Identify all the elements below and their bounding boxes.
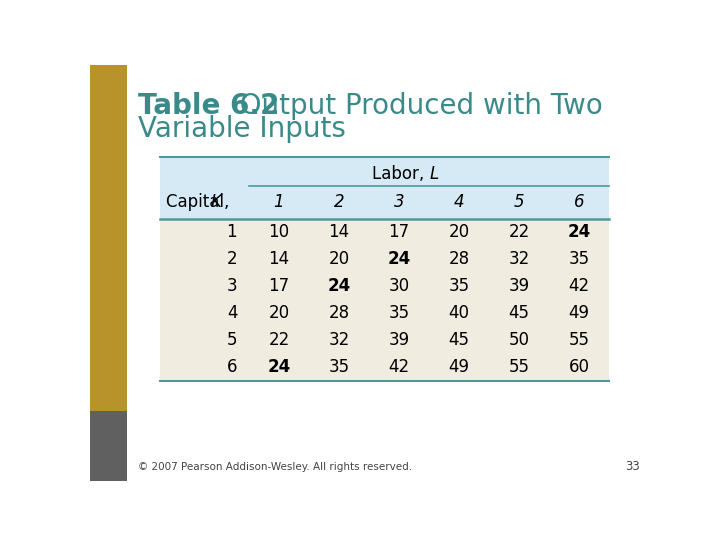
Text: 35: 35 [389, 304, 410, 322]
Text: 17: 17 [389, 223, 410, 241]
Text: 14: 14 [269, 250, 289, 268]
Text: 3: 3 [394, 193, 405, 211]
Text: Capital,: Capital, [166, 193, 235, 211]
Text: 24: 24 [387, 250, 410, 268]
Text: 30: 30 [389, 277, 410, 295]
Text: 55: 55 [508, 358, 530, 376]
Text: Variable Inputs: Variable Inputs [138, 115, 346, 143]
Text: 45: 45 [508, 304, 530, 322]
Text: 2: 2 [333, 193, 344, 211]
Text: L: L [429, 165, 438, 183]
Text: Labor,: Labor, [372, 165, 429, 183]
Text: 35: 35 [328, 358, 349, 376]
Text: 42: 42 [389, 358, 410, 376]
Text: 1: 1 [227, 223, 238, 241]
Text: 6: 6 [227, 358, 238, 376]
Bar [160, 219, 609, 381]
Text: 33: 33 [626, 460, 640, 473]
Text: 24: 24 [267, 358, 291, 376]
Text: 22: 22 [508, 223, 530, 241]
Bar [90, 411, 127, 481]
Text: Table 6.2: Table 6.2 [138, 92, 279, 120]
Text: 6: 6 [574, 193, 585, 211]
Text: 42: 42 [569, 277, 590, 295]
Text: 17: 17 [269, 277, 289, 295]
Text: 60: 60 [569, 358, 590, 376]
Text: 40: 40 [449, 304, 469, 322]
Text: 28: 28 [328, 304, 349, 322]
Bar [160, 157, 609, 219]
Text: 1: 1 [274, 193, 284, 211]
Text: 55: 55 [569, 331, 590, 349]
Text: 5: 5 [227, 331, 238, 349]
Text: 49: 49 [569, 304, 590, 322]
Text: 32: 32 [328, 331, 350, 349]
Text: 24: 24 [328, 277, 351, 295]
Text: 22: 22 [269, 331, 289, 349]
Text: 28: 28 [449, 250, 469, 268]
Text: 35: 35 [569, 250, 590, 268]
Text: 20: 20 [328, 250, 349, 268]
Text: 49: 49 [449, 358, 469, 376]
Text: 35: 35 [449, 277, 469, 295]
Text: 3: 3 [227, 277, 238, 295]
Text: K: K [210, 193, 221, 211]
Text: 39: 39 [508, 277, 530, 295]
Text: 32: 32 [508, 250, 530, 268]
Text: Output Produced with Two: Output Produced with Two [222, 92, 603, 120]
Text: 4: 4 [454, 193, 464, 211]
Text: 24: 24 [567, 223, 591, 241]
Text: 45: 45 [449, 331, 469, 349]
Text: 20: 20 [449, 223, 469, 241]
Text: 14: 14 [328, 223, 349, 241]
Text: 2: 2 [227, 250, 238, 268]
Bar [90, 65, 127, 481]
Text: 50: 50 [508, 331, 530, 349]
Text: 39: 39 [389, 331, 410, 349]
Text: 10: 10 [269, 223, 289, 241]
Text: 4: 4 [227, 304, 238, 322]
Text: 20: 20 [269, 304, 289, 322]
Text: 5: 5 [514, 193, 524, 211]
Text: © 2007 Pearson Addison-Wesley. All rights reserved.: © 2007 Pearson Addison-Wesley. All right… [138, 462, 412, 472]
